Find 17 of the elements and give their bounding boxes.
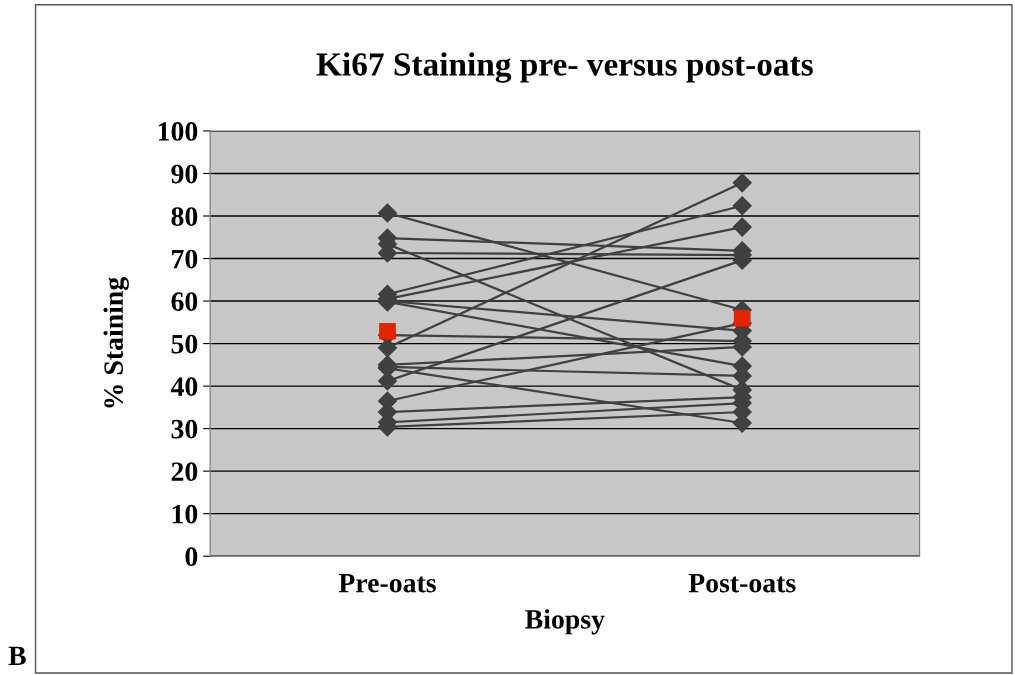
y-tick-label: 10 [172,504,198,524]
y-tick-label: 80 [171,207,198,226]
x-tick-label: Pre-oats [338,573,436,593]
y-tick-label: 40 [170,377,198,397]
y-tick-label: 20 [171,462,198,482]
y-tick-label: 0 [185,547,198,567]
y-tick-label: 100 [158,122,198,141]
y-axis-title: % Staining [103,277,129,408]
y-tick-label: 70 [172,249,198,269]
y-tick-label: 60 [171,292,198,311]
text: B [8,646,26,665]
chart-title: Ki67 Staining pre- versus post-oats [316,52,813,83]
y-tick-label: 30 [171,419,198,439]
x-axis-title: Biopsy [525,609,605,635]
y-tick-label: 90 [171,164,198,184]
x-tick-label: Post-oats [688,573,796,593]
y-tick-label: 50 [171,334,198,354]
